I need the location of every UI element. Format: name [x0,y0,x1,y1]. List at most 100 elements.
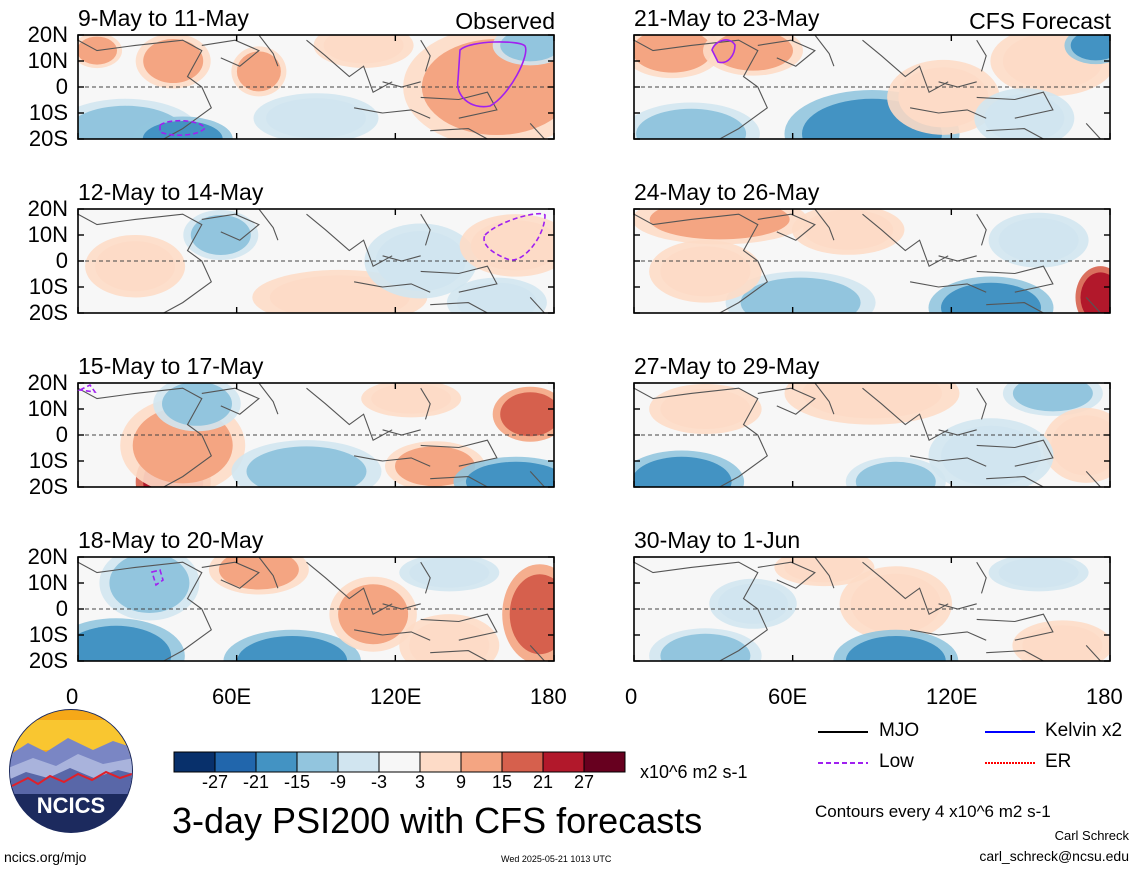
low-contour [483,212,546,261]
map-panel [633,34,1111,140]
map-panel [633,556,1111,662]
y-tick-label: 10S [28,622,68,647]
anomaly-core [190,215,251,255]
anomaly-core [246,446,367,487]
colorbar-swatch [419,751,462,773]
map-panel [633,382,1111,488]
anomaly-core [375,231,466,291]
anomaly-core [143,39,204,83]
x-tick-l-60: 60E [212,684,252,709]
colorbar-tick-label: 27 [573,772,595,792]
y-tick-label: 10S [28,100,68,125]
x-tick-r-60: 60E [768,684,808,709]
anomaly-core [409,620,490,661]
anomaly-core [713,35,793,71]
contours-note: Contours every 4 x10^6 m2 s-1 [815,802,1051,821]
low-contour [150,569,164,587]
anomaly-core [78,625,172,661]
colorbar-tick-label: 3 [414,772,425,792]
y-tick-label: 10N [27,396,68,421]
footer-url[interactable]: ncics.org/mjo [4,849,87,865]
anomaly-core [456,282,537,313]
panel-title-5: 21-May to 23-May [634,5,820,31]
y-tick-label: 0 [55,248,68,273]
low-contour [711,39,736,64]
panel-title-1: 9-May to 11-May [78,5,249,31]
anomaly-core [1051,415,1110,476]
ncics-logo: NCICS [8,708,134,834]
anomaly-core [634,456,732,487]
colorbar-swatch [378,751,421,773]
anomaly-core [109,557,190,613]
colorbar-tick-label: -9 [329,772,346,792]
y-tick-label: 0 [55,74,68,99]
y-tick-label: 0 [55,422,68,447]
anomaly-core [998,218,1079,263]
colorbar-swatch [542,751,585,773]
x-tick-r-180: 180 [1086,684,1123,709]
map-panel [633,208,1111,314]
anomaly-core [803,209,894,250]
panel-title-7: 27-May to 29-May [634,353,820,379]
anomaly-core [660,389,751,429]
anomaly-core [237,636,348,661]
y-tick-label: 20S [28,126,68,151]
anomaly-core [371,383,452,414]
forecast-label: CFS Forecast [969,8,1111,34]
observed-label: Observed [455,8,555,34]
anomaly-core [941,425,1041,486]
anomaly-core [266,98,366,139]
low-contour [456,41,527,108]
anomaly-core [850,573,941,634]
anomaly-core [323,35,404,64]
y-tick-label: 0 [55,596,68,621]
colorbar-swatch [173,751,216,773]
panel-title-8: 30-May to 1-Jun [634,527,801,553]
colorbar-units: x10^6 m2 s-1 [640,762,748,782]
panel-title-3: 15-May to 17-May [78,353,264,379]
legend-kelvin-label: Kelvin x2 [1045,720,1123,741]
y-tick-label: 10S [28,448,68,473]
footer-timestamp: Wed 2025-05-21 1013 UTC [501,854,612,864]
anomaly-core [636,108,747,139]
x-tick-l-180: 180 [530,684,567,709]
colorbar-tick-label: -27 [201,772,228,792]
anomaly-core [269,275,410,313]
colorbar-tick-label: 15 [491,772,513,792]
y-tick-label: 20N [27,544,68,569]
anomaly-core [660,633,751,661]
author-email: carl_schreck@ncsu.edu [979,848,1129,864]
anomaly-core [649,209,790,240]
legend-er-label: ER [1045,751,1072,772]
y-tick-label: 10N [27,570,68,595]
panel-title-2: 12-May to 14-May [78,179,264,205]
low-contour [159,119,206,137]
anomaly-core [1012,383,1093,412]
anomaly-core [1070,35,1110,61]
colorbar-tick-label: -3 [370,772,387,792]
y-tick-label: 10S [28,274,68,299]
anomaly-core [898,67,989,128]
map-panel [77,34,555,140]
colorbar-tick-label: 21 [532,772,554,792]
anomaly-core [395,446,475,487]
y-tick-label: 20N [27,196,68,221]
colorbar-swatch [214,751,257,773]
y-tick-label: 20S [28,300,68,325]
anomaly-core [984,94,1065,139]
map-panel [77,208,555,314]
colorbar-swatch [460,751,503,773]
colorbar [173,751,626,773]
anomaly-core [500,35,554,62]
colorbar-swatch [255,751,298,773]
x-tick-r-0: 0 [625,684,638,709]
anomaly-core [162,383,232,426]
anomaly-core [941,282,1041,313]
anomaly-core [740,277,861,313]
author-name: Carl Schreck [1054,828,1129,843]
colorbar-tick-label: -15 [283,772,310,792]
colorbar-swatch [583,751,626,773]
anomaly-core [845,636,946,661]
map-panel [77,382,555,488]
